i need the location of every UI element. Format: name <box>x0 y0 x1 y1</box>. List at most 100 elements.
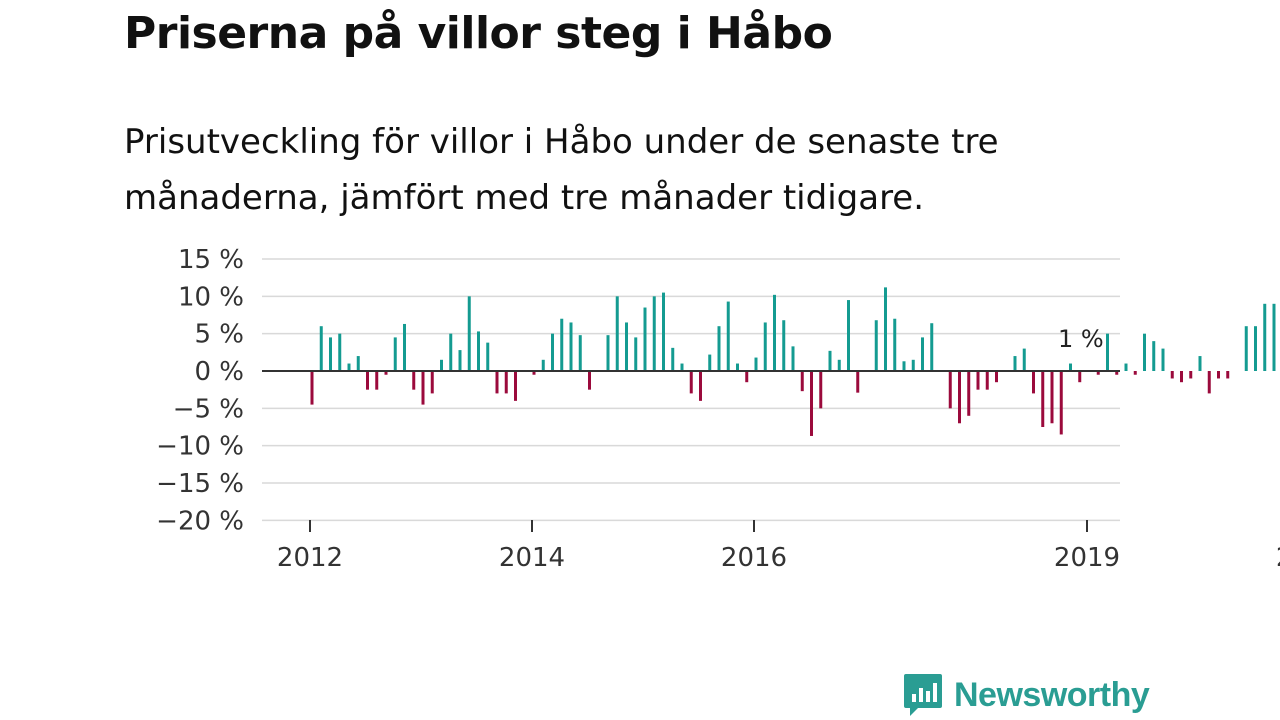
bar <box>967 371 971 416</box>
bar <box>551 333 554 371</box>
bar <box>708 354 712 371</box>
bar <box>449 333 453 371</box>
bar <box>467 296 471 371</box>
bar <box>615 296 619 371</box>
bar <box>1161 348 1165 371</box>
bar <box>606 335 610 371</box>
bar <box>1115 371 1119 375</box>
bar <box>1170 371 1174 379</box>
y-tick-label: −20 % <box>156 506 244 536</box>
bar <box>662 292 665 371</box>
bar <box>625 322 628 371</box>
bar <box>1069 363 1072 371</box>
bar <box>884 287 887 371</box>
bar <box>1078 371 1082 383</box>
bar <box>1180 371 1183 383</box>
bar <box>310 371 314 405</box>
bar <box>782 320 786 371</box>
bar <box>791 346 795 371</box>
bar <box>680 363 684 371</box>
bar <box>1096 371 1100 375</box>
bar <box>1152 341 1156 371</box>
bar <box>810 371 813 436</box>
newsworthy-wordmark: Newsworthy <box>954 675 1150 714</box>
bar <box>1198 356 1202 371</box>
bar <box>338 333 342 371</box>
bar <box>754 357 758 371</box>
bar <box>393 337 397 371</box>
bar <box>634 337 638 371</box>
bar <box>736 363 739 371</box>
y-tick-label: 5 % <box>194 320 244 350</box>
x-tick-label: 2021 <box>1276 543 1280 573</box>
bar <box>699 371 702 401</box>
bar <box>689 371 693 394</box>
bar <box>477 331 480 371</box>
y-axis: 15 % 10 % 5 % 0 % −5 % −10 % −15 % −20 % <box>156 245 244 536</box>
bar <box>930 323 934 371</box>
bar <box>375 371 379 390</box>
bar <box>1263 303 1267 371</box>
bar <box>847 300 850 371</box>
bar <box>652 296 656 371</box>
bar <box>1022 348 1026 371</box>
bar <box>1059 371 1063 435</box>
x-tick-label: 2019 <box>1054 543 1120 573</box>
bar <box>643 307 647 371</box>
bar <box>569 322 573 371</box>
bar <box>430 371 434 394</box>
bar <box>421 371 425 405</box>
bar <box>717 326 721 371</box>
bar <box>412 371 416 390</box>
y-tick-label: 10 % <box>178 282 244 312</box>
x-axis: 2012201420162019202120232025 <box>277 520 1280 573</box>
bar <box>319 326 323 371</box>
bar <box>1032 371 1035 394</box>
bar <box>958 371 961 424</box>
bar <box>347 363 351 371</box>
y-tick-label: −5 % <box>173 394 244 424</box>
bar <box>1133 371 1137 375</box>
bar <box>1106 333 1109 371</box>
bar <box>819 371 823 409</box>
bar <box>1013 356 1017 371</box>
bar <box>921 337 924 371</box>
bar <box>356 356 360 371</box>
bar <box>800 371 804 392</box>
bar <box>976 371 980 390</box>
bar <box>828 350 832 371</box>
bar <box>745 371 749 383</box>
bar <box>588 371 591 390</box>
x-tick-label: 2016 <box>721 543 787 573</box>
bar <box>458 350 462 371</box>
bar <box>874 320 878 371</box>
bar <box>1244 326 1248 371</box>
newsworthy-bubble-icon <box>904 674 942 716</box>
bar <box>893 318 897 371</box>
y-tick-label: −15 % <box>156 469 244 499</box>
bar <box>560 318 564 371</box>
bar <box>985 371 989 390</box>
bar <box>773 294 776 371</box>
bar <box>1050 371 1054 424</box>
bar <box>541 359 545 371</box>
y-tick-label: 0 % <box>194 357 244 387</box>
last-value-label: 1 % <box>1058 325 1104 353</box>
bar <box>1254 326 1257 371</box>
bar <box>1041 371 1045 427</box>
bar <box>366 371 369 390</box>
y-tick-label: −10 % <box>156 432 244 462</box>
bar <box>763 322 767 371</box>
chart-title: Priserna på villor steg i Håbo <box>124 8 833 59</box>
bar <box>504 371 508 394</box>
x-tick-label: 2012 <box>277 543 343 573</box>
bar <box>532 371 536 375</box>
bar <box>726 301 730 371</box>
x-tick-label: 2014 <box>499 543 565 573</box>
bar <box>514 371 517 401</box>
newsworthy-logo[interactable]: Newsworthy <box>902 670 1150 720</box>
bar <box>486 342 490 371</box>
bar <box>837 359 841 371</box>
bars-group <box>310 287 1276 436</box>
